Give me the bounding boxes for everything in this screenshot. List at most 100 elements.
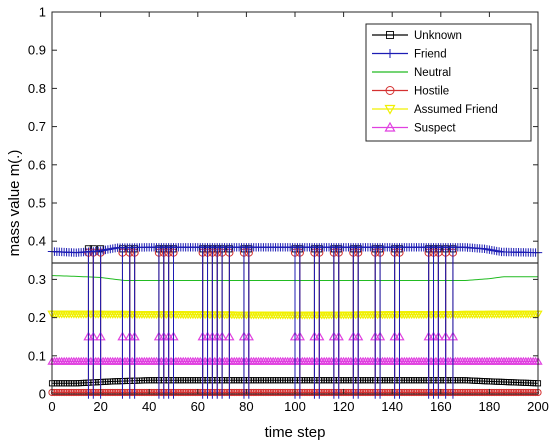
- legend-marker-unknown: [386, 31, 394, 39]
- marker-hostile: [313, 388, 321, 397]
- marker-hostile: [252, 388, 260, 397]
- marker-hostile: [393, 388, 401, 397]
- marker-hostile: [123, 388, 131, 397]
- marker-hostile: [279, 388, 287, 397]
- marker-hostile: [403, 388, 411, 397]
- marker-hostile: [60, 388, 68, 397]
- marker-hostile: [322, 388, 331, 397]
- marker-hostile: [357, 388, 365, 397]
- marker-hostile: [359, 388, 367, 397]
- marker-hostile: [514, 388, 523, 397]
- x-axis-label: time step: [265, 424, 326, 441]
- marker-hostile: [459, 388, 467, 397]
- marker-hostile: [461, 388, 469, 397]
- marker-hostile: [262, 388, 270, 397]
- marker-hostile: [427, 388, 435, 397]
- marker-hostile: [497, 388, 506, 397]
- marker-hostile: [517, 388, 525, 397]
- marker-hostile: [478, 388, 486, 397]
- marker-hostile: [237, 388, 246, 397]
- marker-hostile: [135, 388, 144, 397]
- marker-hostile: [196, 388, 204, 397]
- marker-hostile: [77, 388, 85, 397]
- marker-hostile: [184, 388, 192, 397]
- marker-hostile: [444, 388, 452, 397]
- marker-hostile: [527, 388, 535, 397]
- series-friend: [47, 243, 543, 399]
- marker-hostile: [228, 388, 236, 397]
- y-tick-label: 0.1: [28, 348, 46, 363]
- legend-entry-friend: Friend: [372, 49, 447, 61]
- legend-box: [365, 23, 532, 142]
- marker-hostile: [507, 388, 515, 397]
- marker-hostile: [259, 388, 268, 397]
- x-tick-label: 140: [381, 399, 403, 414]
- marker-hostile: [148, 388, 156, 397]
- marker-hostile: [250, 388, 258, 397]
- marker-hostile: [369, 388, 377, 397]
- marker-hostile: [177, 388, 185, 397]
- marker-hostile: [82, 388, 90, 397]
- marker-hostile: [254, 388, 263, 397]
- marker-hostile: [463, 388, 472, 397]
- legend-marker-friend: [385, 49, 395, 58]
- marker-hostile: [432, 388, 440, 397]
- marker-hostile: [216, 388, 224, 397]
- legend-entry-neutral: Neutral: [372, 67, 451, 79]
- marker-hostile: [220, 388, 229, 397]
- legend-entry-unknown: Unknown: [372, 30, 462, 42]
- marker-hostile: [383, 388, 391, 397]
- y-tick-label: 0.9: [28, 43, 46, 58]
- y-tick-label: 0.5: [28, 196, 46, 211]
- marker-hostile: [172, 388, 180, 397]
- marker-hostile: [325, 388, 333, 397]
- marker-hostile: [111, 388, 119, 397]
- marker-hostile: [476, 388, 484, 397]
- axis-ticks: 0 20 40 60 80 100 120 140 160 180 200 0 0.1 0.2 0.3 0.4…: [28, 5, 549, 415]
- y-tick-label: 0.8: [28, 81, 46, 96]
- marker-hostile: [162, 388, 170, 397]
- marker-hostile: [386, 388, 394, 397]
- series-layer: [47, 243, 543, 399]
- marker-hostile: [364, 388, 372, 397]
- legend-label-friend: Friend: [414, 49, 447, 61]
- marker-hostile: [466, 388, 474, 397]
- marker-hostile: [109, 388, 117, 397]
- marker-hostile: [50, 388, 59, 397]
- marker-hostile: [301, 388, 309, 397]
- marker-hostile: [235, 388, 243, 397]
- marker-hostile: [519, 388, 528, 397]
- marker-hostile: [422, 388, 430, 397]
- marker-hostile: [106, 388, 114, 397]
- marker-hostile: [332, 388, 340, 397]
- marker-hostile: [138, 388, 146, 397]
- marker-hostile: [62, 388, 71, 397]
- marker-hostile: [67, 388, 76, 397]
- marker-hostile: [415, 388, 423, 397]
- marker-hostile: [456, 388, 464, 397]
- marker-hostile: [114, 388, 122, 397]
- marker-hostile: [412, 388, 421, 397]
- marker-hostile: [186, 388, 195, 397]
- marker-hostile: [510, 388, 518, 397]
- marker-hostile: [495, 388, 503, 397]
- marker-hostile: [473, 388, 481, 397]
- marker-hostile: [446, 388, 455, 397]
- legend-label-neutral: Neutral: [414, 67, 451, 79]
- marker-hostile: [342, 388, 350, 397]
- marker-hostile: [471, 388, 479, 397]
- marker-hostile: [352, 388, 360, 397]
- marker-hostile: [366, 388, 374, 397]
- x-tick-label: 100: [284, 399, 306, 414]
- marker-hostile: [347, 388, 355, 397]
- x-tick-label: 60: [191, 399, 205, 414]
- marker-hostile: [298, 388, 306, 397]
- marker-hostile: [174, 388, 182, 397]
- marker-hostile: [361, 388, 370, 397]
- y-tick-label: 0.7: [28, 119, 46, 134]
- legend-entry-assumed-friend: Assumed Friend: [372, 104, 498, 116]
- marker-hostile: [318, 388, 326, 397]
- y-tick-label: 1: [39, 5, 46, 20]
- marker-hostile: [99, 388, 107, 397]
